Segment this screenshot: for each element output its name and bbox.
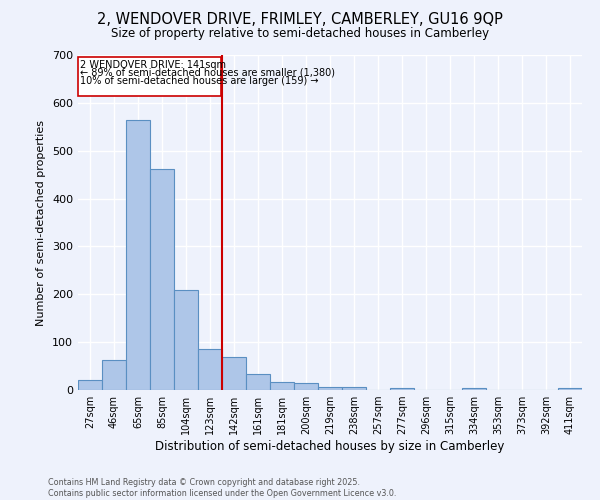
Bar (102, 360, 126, 390)
Bar (198, 350, 222, 390)
Text: Size of property relative to semi-detached houses in Camberley: Size of property relative to semi-detach… (111, 28, 489, 40)
Text: 10% of semi-detached houses are larger (159) →: 10% of semi-detached houses are larger (… (80, 76, 319, 86)
Text: 2 WENDOVER DRIVE: 141sqm: 2 WENDOVER DRIVE: 141sqm (80, 60, 226, 70)
Bar (318, 386, 342, 390)
Bar (150, 169, 174, 390)
Text: ← 89% of semi-detached houses are smaller (1,380): ← 89% of semi-detached houses are smalle… (80, 68, 335, 78)
Bar (342, 386, 366, 390)
Bar (246, 374, 270, 390)
Bar (126, 120, 150, 390)
Bar (558, 388, 582, 390)
Bar (270, 382, 294, 390)
Bar (462, 388, 486, 390)
Text: 2, WENDOVER DRIVE, FRIMLEY, CAMBERLEY, GU16 9QP: 2, WENDOVER DRIVE, FRIMLEY, CAMBERLEY, G… (97, 12, 503, 28)
Bar (78, 380, 102, 390)
Text: Contains HM Land Registry data © Crown copyright and database right 2025.
Contai: Contains HM Land Registry data © Crown c… (48, 478, 397, 498)
Bar (390, 388, 414, 390)
Bar (222, 356, 246, 390)
FancyBboxPatch shape (78, 58, 221, 96)
Bar (174, 290, 198, 390)
Bar (294, 383, 318, 390)
X-axis label: Distribution of semi-detached houses by size in Camberley: Distribution of semi-detached houses by … (155, 440, 505, 453)
Y-axis label: Number of semi-detached properties: Number of semi-detached properties (37, 120, 46, 326)
